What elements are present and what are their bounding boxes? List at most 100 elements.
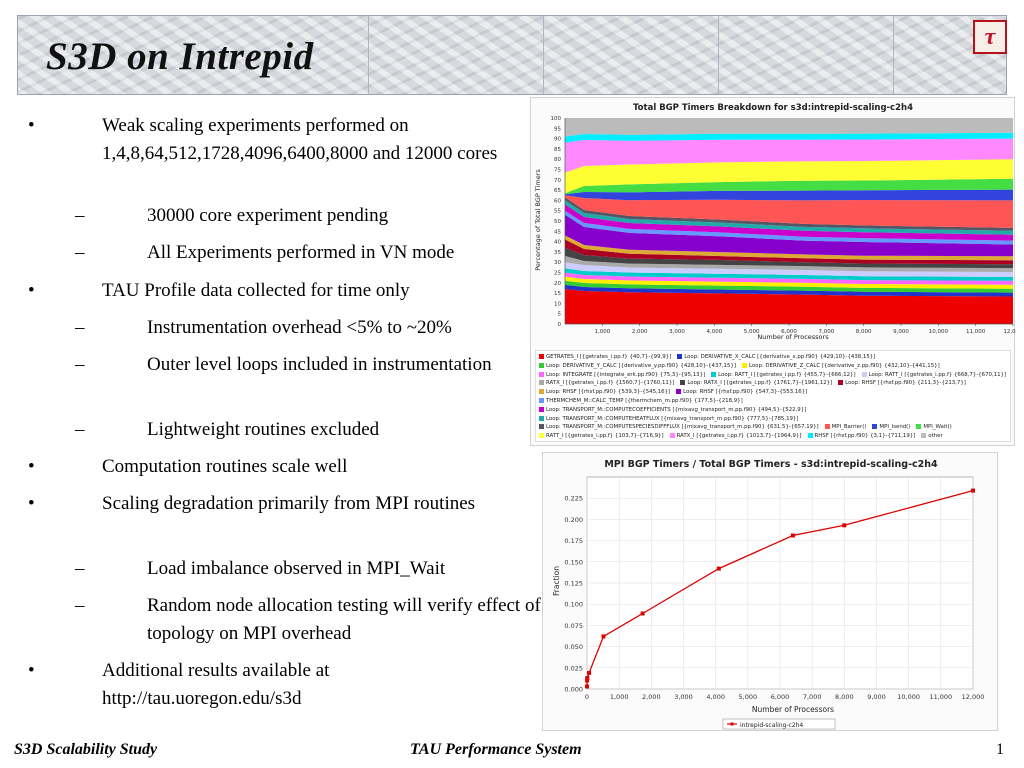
legend-swatch bbox=[539, 433, 544, 439]
x-tick-label: 12,000 bbox=[962, 693, 985, 701]
legend-swatch bbox=[807, 433, 813, 439]
y-tick-label: 20 bbox=[554, 281, 561, 287]
bullet-marker: – bbox=[75, 354, 85, 375]
legend-label: Loop: RATX_I [{getrates_i.pp.f} {1761,7}… bbox=[687, 380, 833, 387]
x-tick-label: 2,000 bbox=[632, 329, 648, 335]
bullet-marker: • bbox=[28, 456, 35, 477]
x-tick-label: 8,000 bbox=[835, 693, 854, 701]
area-series bbox=[565, 289, 1013, 324]
tau-logo-icon: τ bbox=[973, 20, 1007, 54]
x-tick-label: 8,000 bbox=[856, 329, 872, 335]
area-series bbox=[565, 195, 1013, 228]
legend-label: intrepid-scaling-c2h4 bbox=[740, 722, 803, 729]
line-plot: MPI BGP Timers / Total BGP Timers - s3d:… bbox=[552, 459, 985, 730]
area-series bbox=[565, 272, 1013, 285]
area-series bbox=[565, 239, 1013, 265]
legend-swatch bbox=[711, 371, 717, 377]
x-tick-label: 2,000 bbox=[642, 693, 661, 701]
x-tick-label: 12,000 bbox=[1003, 329, 1016, 335]
y-tick-label: 25 bbox=[554, 271, 561, 277]
area-series bbox=[565, 189, 1013, 201]
legend-row: Loop: INTEGRATE [{integrate_erk.pp.f90} … bbox=[539, 371, 1012, 378]
y-tick-label: 10 bbox=[554, 301, 561, 307]
legend-swatch bbox=[539, 424, 544, 430]
legend-label: Loop: DERIVATIVE_Y_CALC [{derivative_y.p… bbox=[546, 362, 736, 369]
area-series bbox=[565, 159, 1013, 194]
y-tick-label: 30 bbox=[554, 260, 561, 266]
legend-swatch bbox=[539, 389, 544, 395]
area-series bbox=[565, 235, 1013, 261]
bullet-text: 30000 core experiment pending bbox=[147, 205, 389, 226]
legend-row: RATX_I [{getrates_i.pp.f} {1560,7}-{1760… bbox=[539, 380, 972, 386]
y-tick-label: 95 bbox=[554, 126, 561, 132]
legend-item: MPI_Wait() bbox=[916, 424, 952, 430]
legend-label: Loop: RHSF [{rhsf.pp.f90} {547,3}-{553,1… bbox=[683, 389, 808, 396]
data-point bbox=[585, 684, 589, 689]
legend-label: Loop: TRANSPORT_M::COMPUTESPECIESDIFFFLU… bbox=[546, 424, 819, 431]
legend-item: RHSF [{rhsf.pp.f90} {3,1}-{711,19}] bbox=[807, 433, 915, 439]
y-tick-label: 100 bbox=[551, 116, 562, 122]
legend-label: Loop: RHSF [{rhsf.pp.f90} {539,3}-{545,1… bbox=[546, 389, 671, 396]
bullet-text: TAU Profile data collected for time only bbox=[102, 280, 410, 301]
y-tick-label: 40 bbox=[554, 240, 561, 246]
y-tick-label: 50 bbox=[554, 219, 561, 225]
bullet-marker: – bbox=[75, 595, 85, 616]
legend-swatch bbox=[741, 362, 747, 368]
y-tick-label: 15 bbox=[554, 291, 561, 297]
area-series bbox=[565, 280, 1013, 293]
legend-swatch bbox=[916, 424, 922, 430]
legend-item: Loop: RATT_I [{getrates_i.pp.f} {455,7}-… bbox=[711, 371, 856, 378]
y-tick-label: 0.225 bbox=[564, 495, 583, 503]
bullet-marker: – bbox=[75, 317, 85, 338]
y-tick-label: 5 bbox=[558, 312, 562, 318]
chart-title: MPI BGP Timers / Total BGP Timers - s3d:… bbox=[604, 459, 938, 470]
bullet-marker: • bbox=[28, 660, 35, 681]
bullet-text: Instrumentation overhead <5% to ~20% bbox=[147, 317, 452, 338]
area-series bbox=[565, 262, 1013, 277]
area-series bbox=[565, 138, 1013, 173]
legend-item: MPI_Isend() bbox=[872, 424, 910, 430]
legend-label: Loop: TRANSPORT_M::COMPUTEHEATFLUX [{mix… bbox=[546, 415, 799, 422]
legend-item: Loop: RATT_I [{getrates_i.pp.f} {668,7}-… bbox=[861, 371, 1006, 378]
legend-item: Loop: RHSF [{rhsf.pp.f90} {211,3}-{213,7… bbox=[838, 380, 966, 386]
chart-title: Total BGP Timers Breakdown for s3d:intre… bbox=[633, 103, 913, 113]
legend-label: GETRATES_I [{getrates_i.pp.f} {40,7}-{99… bbox=[546, 354, 672, 360]
legend-item: other bbox=[921, 433, 943, 439]
y-tick-label: 0 bbox=[558, 322, 562, 328]
area-series bbox=[565, 268, 1013, 281]
x-tick-label: 9,000 bbox=[893, 329, 909, 335]
legend-item: Loop: RATX_I [{getrates_i.pp.f} {1761,7}… bbox=[680, 380, 832, 386]
x-tick-label: 1,000 bbox=[610, 693, 629, 701]
y-tick-label: 0.025 bbox=[564, 664, 583, 672]
x-tick-label: 10,000 bbox=[929, 329, 949, 335]
legend-swatch bbox=[680, 380, 686, 386]
x-tick-label: 7,000 bbox=[818, 329, 834, 335]
x-tick-label: 5,000 bbox=[739, 693, 758, 701]
y-tick-label: 0.125 bbox=[564, 580, 583, 588]
y-axis-label: Percentage of Total BGP Timers bbox=[534, 169, 542, 271]
legend-item: THERMCHEM_M::CALC_TEMP [{thermchem_m.pp.… bbox=[539, 398, 743, 404]
bullet-marker: • bbox=[28, 280, 35, 301]
legend-label: RATX_I [{getrates_i.pp.f} {1013,7}-{1964… bbox=[676, 433, 802, 440]
legend-marker bbox=[730, 722, 734, 726]
y-tick-label: 0.075 bbox=[564, 622, 583, 630]
y-tick-label: 55 bbox=[554, 209, 561, 215]
legend-swatch bbox=[539, 406, 544, 412]
y-tick-label: 0.150 bbox=[564, 558, 583, 566]
y-tick-label: 60 bbox=[554, 198, 561, 204]
bullet-marker: • bbox=[28, 493, 35, 514]
legend-swatch bbox=[539, 398, 544, 403]
data-point bbox=[640, 611, 645, 616]
x-tick-label: 7,000 bbox=[803, 693, 822, 701]
y-tick-label: 0.175 bbox=[564, 537, 583, 545]
x-tick-label: 9,000 bbox=[867, 693, 886, 701]
legend-item: MPI_Barrier() bbox=[824, 424, 866, 430]
x-tick-label: 3,000 bbox=[669, 329, 685, 335]
bullet-marker: – bbox=[75, 558, 85, 579]
legend-item: Loop: DERIVATIVE_X_CALC [{derivative_x.p… bbox=[677, 354, 875, 360]
y-tick-label: 0.200 bbox=[564, 516, 583, 524]
area-series bbox=[565, 210, 1013, 245]
legend-label: Loop: DERIVATIVE_Z_CALC [{derivative_z.p… bbox=[748, 362, 940, 369]
bullet-marker: – bbox=[75, 242, 85, 263]
legend-swatch bbox=[539, 354, 544, 359]
